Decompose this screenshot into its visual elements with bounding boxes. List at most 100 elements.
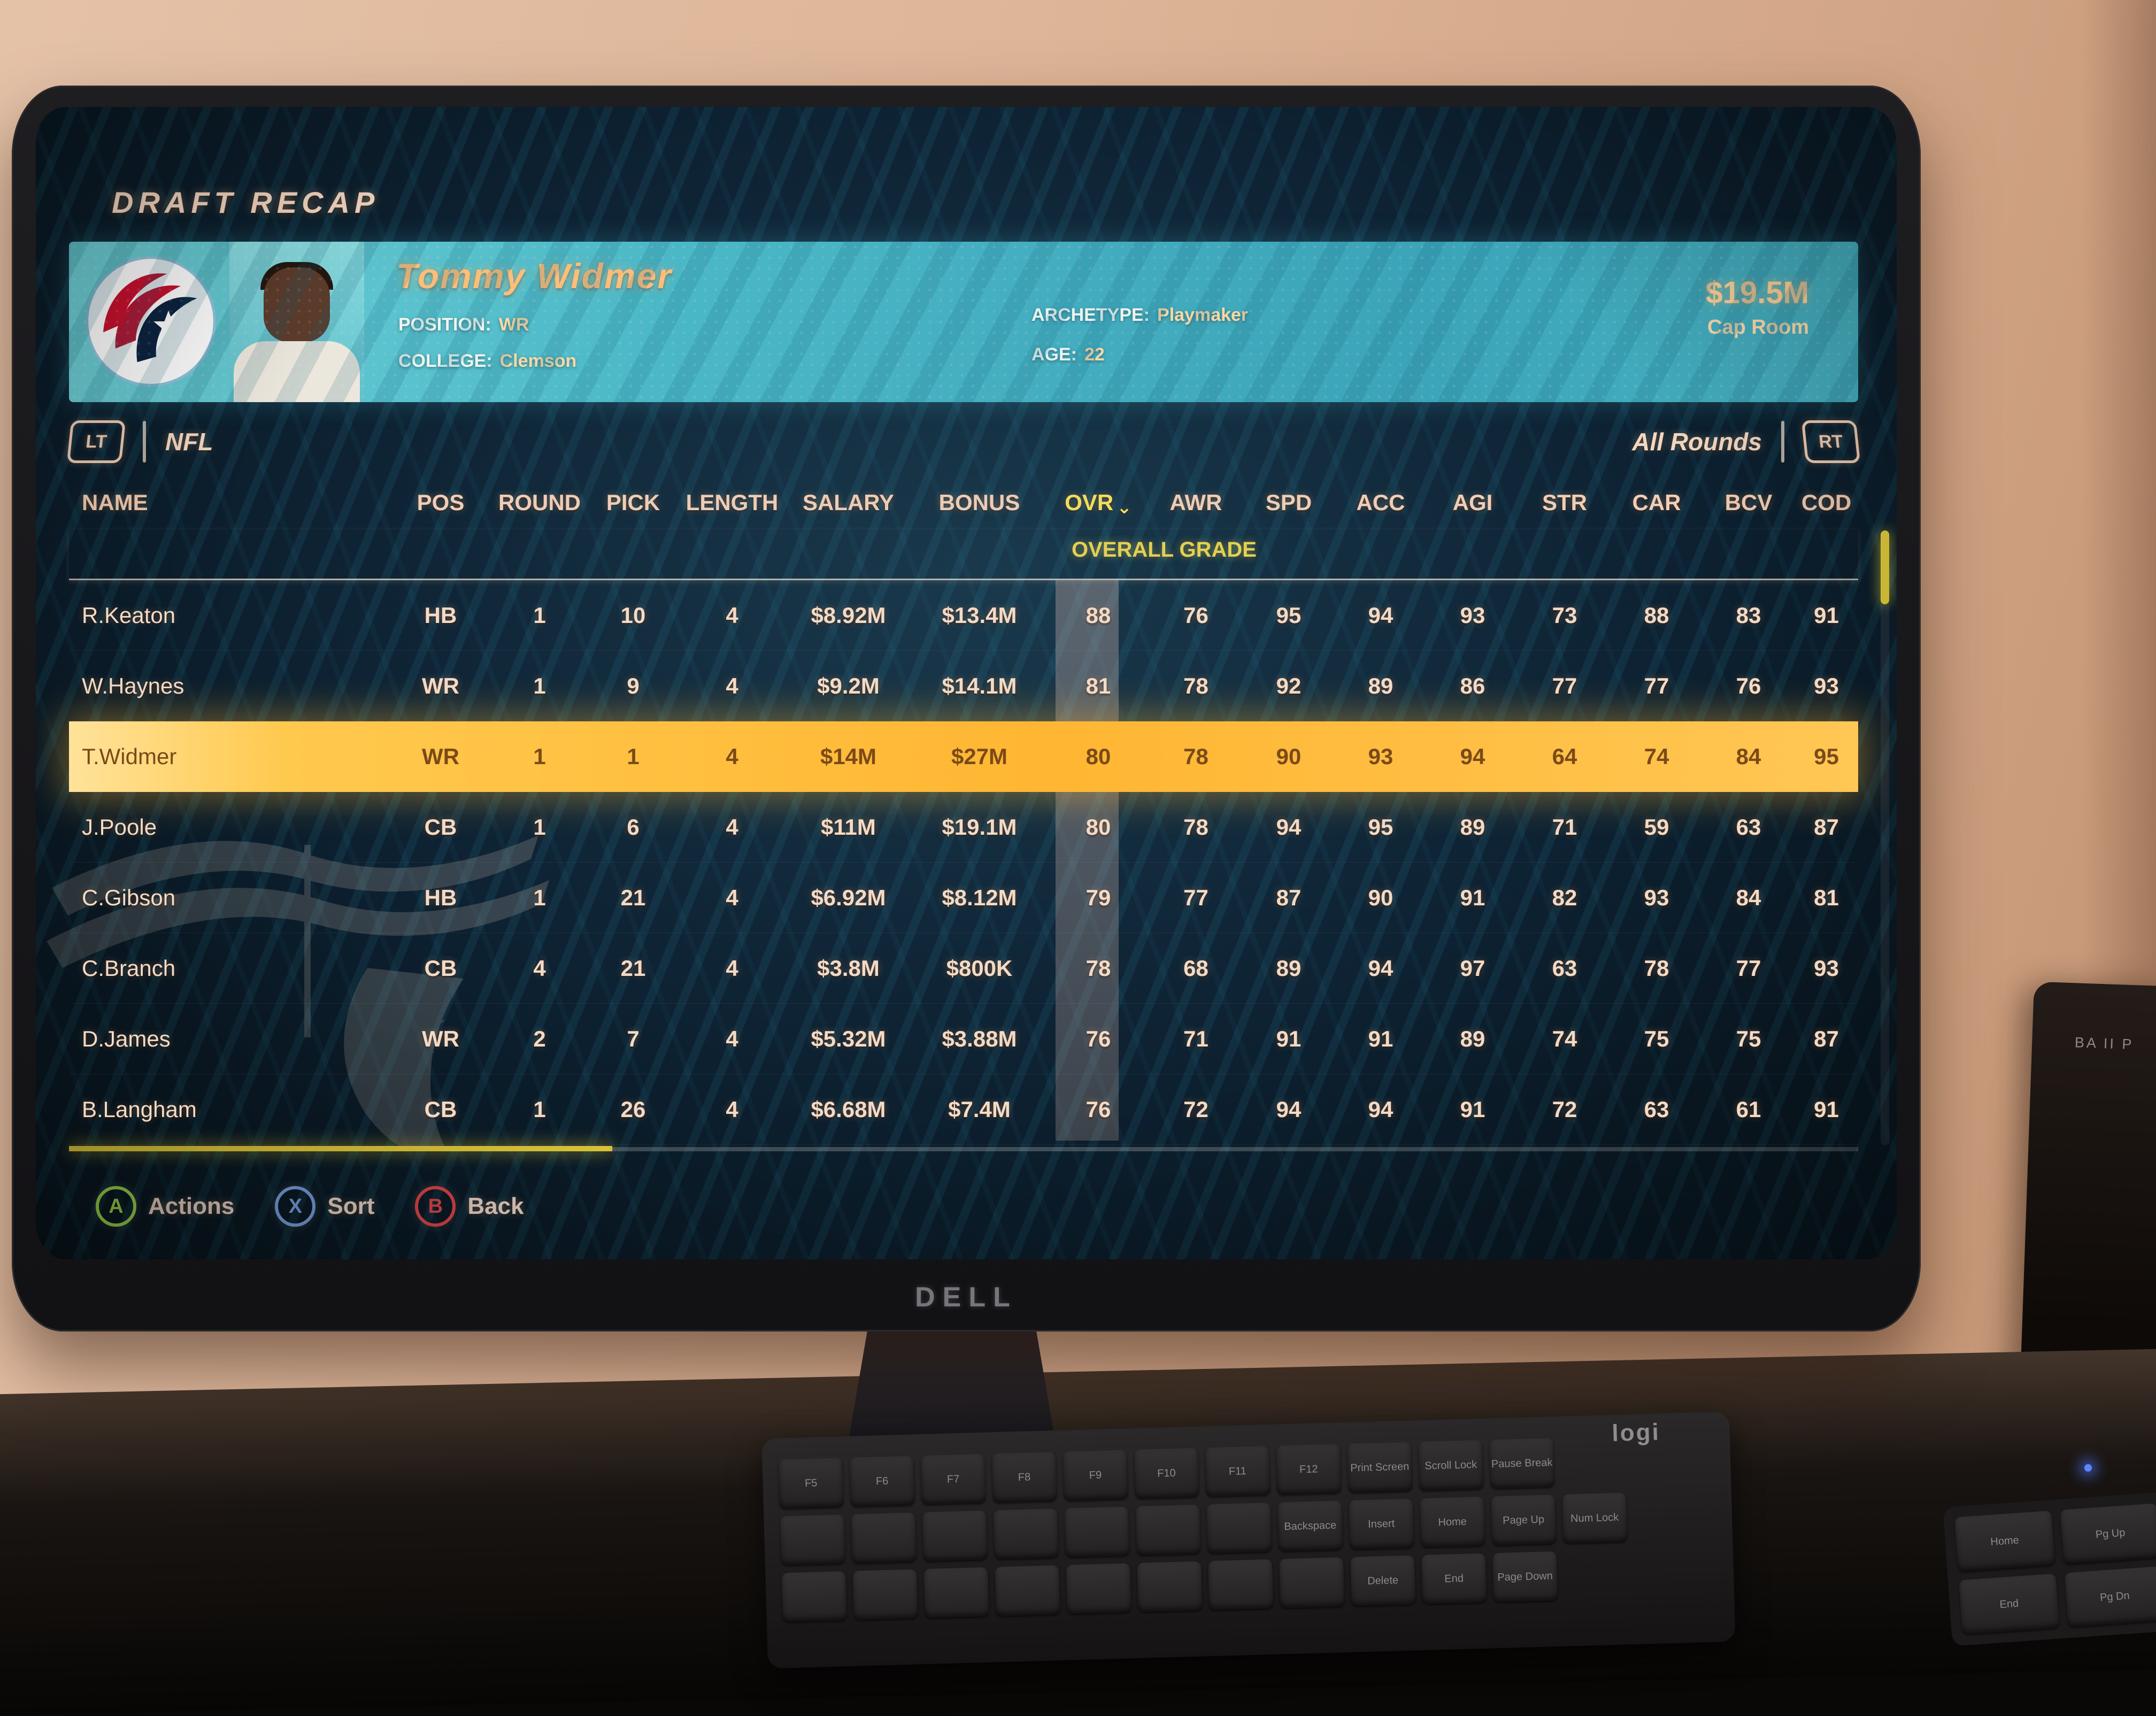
cell-str: 71: [1552, 814, 1577, 840]
column-header-ovr[interactable]: OVR ⌄: [1065, 490, 1132, 518]
column-header-pos[interactable]: POS: [417, 490, 465, 515]
corner-keyboard-cluster: Home Pg Up End Pg Dn: [1943, 1491, 2156, 1646]
cell-length: 4: [726, 814, 738, 840]
archetype-label: ARCHETYPE:: [1031, 305, 1150, 325]
cell-salary: $8.92M: [811, 602, 886, 628]
player-photo: [229, 242, 364, 402]
cell-bcv: 84: [1736, 743, 1761, 769]
cell-pos: WR: [422, 743, 459, 769]
column-header-awr[interactable]: AWR: [1169, 490, 1222, 515]
cell-ovr: 78: [1085, 955, 1111, 981]
back-button[interactable]: B Back: [415, 1186, 524, 1227]
cell-awr: 78: [1183, 814, 1208, 840]
cell-cod: 93: [1814, 955, 1839, 981]
cell-round: 1: [533, 1096, 546, 1122]
column-header-pick[interactable]: PICK: [606, 490, 660, 515]
table-row[interactable]: R.Keaton HB 1 10 4 $8.92M $13.4M 88 76 95 94 93 73 88…: [69, 580, 1858, 651]
table-row[interactable]: T.Widmer WR 1 1 4 $14M $27M 80 78 90 93 94 64 74 84 95: [69, 721, 1858, 792]
key-blank: [1206, 1502, 1272, 1554]
cell-ovr: 88: [1085, 602, 1111, 628]
key-print-screen: Print Screen: [1347, 1442, 1413, 1493]
table-rows: R.Keaton HB 1 10 4 $8.92M $13.4M 88 76 95 94 93 73 88…: [69, 580, 1858, 1145]
cell-spd: 94: [1276, 814, 1302, 840]
cell-pick: 6: [627, 814, 640, 840]
cell-spd: 92: [1276, 673, 1302, 698]
cell-name: T.Widmer: [82, 743, 177, 769]
key-page-up: Page Up: [1490, 1494, 1557, 1546]
key-blank: [1066, 1563, 1131, 1614]
cell-pos: CB: [424, 1096, 457, 1122]
lt-bumper-icon[interactable]: LT: [66, 420, 126, 463]
cell-pick: 21: [620, 955, 646, 981]
player-name: Tommy Widmer: [396, 256, 673, 296]
sort-descending-icon: ⌄: [1116, 497, 1132, 518]
table-row[interactable]: B.Langham CB 1 26 4 $6.68M $7.4M 76 72 94 94 91 72 63…: [69, 1074, 1858, 1145]
key-blank: [1137, 1561, 1203, 1612]
column-header-length[interactable]: LENGTH: [686, 490, 779, 515]
cell-length: 4: [726, 602, 738, 628]
cell-spd: 90: [1276, 743, 1302, 769]
cell-cod: 81: [1814, 884, 1839, 910]
draft-table: NAME POS ROUND PICK LENGTH SALARY BONUS OVR ⌄ AWR…: [69, 476, 1858, 1151]
rt-bumper-icon[interactable]: RT: [1801, 420, 1861, 463]
key-num-lock: Num Lock: [1561, 1492, 1628, 1544]
cap-room: $19.5M Cap Room: [1706, 275, 1809, 339]
column-header-acc[interactable]: ACC: [1356, 490, 1405, 515]
column-header-agi[interactable]: AGI: [1452, 490, 1493, 515]
ovr-column-stripe: [1056, 580, 1119, 1141]
cell-car: 59: [1644, 814, 1669, 840]
column-header-str[interactable]: STR: [1542, 490, 1587, 515]
cell-pos: CB: [424, 955, 457, 981]
cell-car: 75: [1644, 1026, 1669, 1051]
table-row[interactable]: C.Gibson HB 1 21 4 $6.92M $8.12M 79 77 87 90 91 82 93…: [69, 863, 1858, 933]
cell-round: 1: [533, 673, 546, 698]
scrollbar-thumb[interactable]: [1881, 530, 1889, 604]
cell-name: D.James: [82, 1026, 171, 1051]
cell-pos: HB: [424, 884, 457, 910]
sort-button[interactable]: X Sort: [275, 1186, 374, 1227]
table-header-row: NAME POS ROUND PICK LENGTH SALARY BONUS OVR ⌄ AWR…: [69, 476, 1858, 529]
column-header-cod[interactable]: COD: [1801, 490, 1852, 515]
cell-pick: 10: [620, 602, 646, 628]
tab-bar: LT NFL All Rounds RT: [66, 416, 1861, 467]
column-header-salary[interactable]: SALARY: [802, 490, 895, 515]
player-position: POSITION: WR: [398, 314, 529, 335]
column-header-spd[interactable]: SPD: [1265, 490, 1312, 515]
cell-bcv: 84: [1736, 884, 1761, 910]
column-header-bonus[interactable]: BONUS: [938, 490, 1020, 515]
cell-car: 63: [1644, 1096, 1669, 1122]
table-row[interactable]: J.Poole CB 1 6 4 $11M $19.1M 80 78 94 95 89 71 59 63 87: [69, 792, 1858, 863]
table-row[interactable]: D.James WR 2 7 4 $5.32M $3.88M 76 71 91 91 89 74 75 75…: [69, 1004, 1858, 1074]
b-button-icon: B: [415, 1186, 456, 1227]
key-f9: F9: [1062, 1450, 1128, 1501]
player-archetype: ARCHETYPE: Playmaker: [1031, 305, 1248, 326]
player-college: COLLEGE: Clemson: [398, 351, 576, 372]
rounds-filter[interactable]: All Rounds: [1632, 428, 1762, 456]
column-header-round[interactable]: ROUND: [498, 490, 581, 515]
cell-bcv: 63: [1736, 814, 1761, 840]
cell-cod: 93: [1814, 673, 1839, 698]
cell-cod: 91: [1814, 602, 1839, 628]
cell-cod: 87: [1814, 814, 1839, 840]
cell-acc: 94: [1368, 1096, 1393, 1122]
column-header-name[interactable]: NAME: [82, 490, 148, 515]
table-row[interactable]: W.Haynes WR 1 9 4 $9.2M $14.1M 81 78 92 89 86 77 77 76…: [69, 651, 1858, 721]
cell-length: 4: [726, 955, 738, 981]
actions-button[interactable]: A Actions: [96, 1186, 234, 1227]
cell-pick: 21: [620, 884, 646, 910]
titans-logo-icon: [83, 253, 219, 389]
tab-nfl[interactable]: NFL: [165, 428, 213, 456]
cell-agi: 91: [1460, 1096, 1485, 1122]
position-value: WR: [498, 314, 529, 335]
cell-awr: 77: [1183, 884, 1208, 910]
table-row[interactable]: C.Branch CB 4 21 4 $3.8M $800K 78 68 89 94 97 63 78 77…: [69, 933, 1858, 1004]
college-value: Clemson: [499, 351, 577, 371]
cell-bonus: $8.12M: [942, 884, 1017, 910]
key-f6: F6: [849, 1456, 915, 1507]
cell-pick: 7: [627, 1026, 640, 1051]
scrollbar[interactable]: [1881, 530, 1889, 1145]
column-header-bcv[interactable]: BCV: [1724, 490, 1773, 515]
column-header-car[interactable]: CAR: [1632, 490, 1681, 515]
cell-bcv: 75: [1736, 1026, 1761, 1051]
